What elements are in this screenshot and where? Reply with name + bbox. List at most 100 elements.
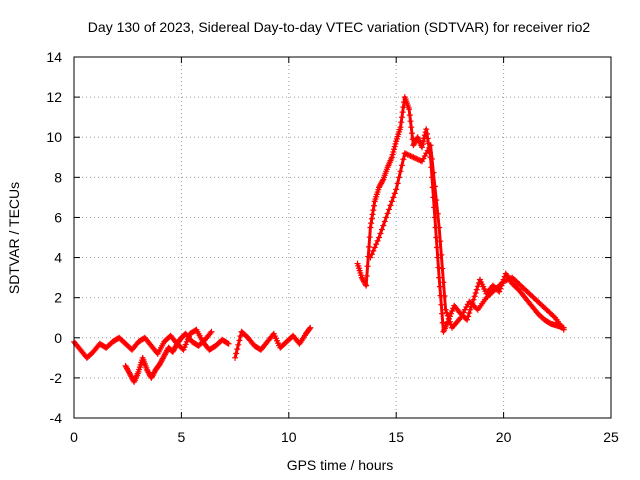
data-point xyxy=(235,341,242,348)
data-point xyxy=(234,346,241,353)
data-point xyxy=(224,340,231,347)
data-point xyxy=(436,224,443,231)
chart-title: Day 130 of 2023, Sidereal Day-to-day VTE… xyxy=(88,19,591,35)
data-point xyxy=(423,126,430,133)
x-tick-label: 25 xyxy=(603,429,619,445)
data-point xyxy=(439,310,446,317)
data-point xyxy=(398,162,405,169)
data-point xyxy=(430,169,437,176)
data-point xyxy=(365,243,372,250)
x-tick-label: 0 xyxy=(70,429,78,445)
y-tick-label: 12 xyxy=(46,89,62,105)
data-point xyxy=(208,328,215,335)
data-point xyxy=(182,341,189,348)
plot-frame xyxy=(73,56,612,419)
data-point xyxy=(445,315,452,322)
data-point xyxy=(370,247,377,254)
data-point xyxy=(371,202,378,209)
y-axis-label: SDTVAR / TECUs xyxy=(6,182,22,294)
data-point xyxy=(374,237,381,244)
data-point xyxy=(470,296,477,303)
y-tick-label: 4 xyxy=(54,250,62,266)
data-point xyxy=(180,346,187,353)
data-point xyxy=(449,308,456,315)
data-point xyxy=(433,197,440,204)
data-point xyxy=(389,151,396,158)
data-points xyxy=(71,94,567,385)
data-point xyxy=(467,306,474,313)
data-point xyxy=(397,168,404,175)
data-point xyxy=(407,118,414,125)
data-point xyxy=(207,330,214,337)
data-point xyxy=(307,324,314,331)
data-point xyxy=(378,226,385,233)
data-point xyxy=(362,281,369,288)
data-point xyxy=(390,194,397,201)
y-axis-ticks: -4 -2 0 2 4 6 8 10 12 14 xyxy=(46,49,611,426)
data-point xyxy=(434,254,441,261)
data-point xyxy=(427,142,434,149)
data-point xyxy=(373,241,380,248)
data-point xyxy=(433,234,440,241)
data-point xyxy=(474,283,481,290)
data-point xyxy=(439,319,446,326)
data-point xyxy=(237,333,244,340)
data-point xyxy=(368,251,375,258)
data-point xyxy=(368,215,375,222)
data-point xyxy=(423,130,430,137)
data-point xyxy=(429,155,435,162)
data-point xyxy=(364,263,371,270)
data-point xyxy=(472,289,479,296)
data-point xyxy=(473,286,480,293)
data-point xyxy=(436,274,443,281)
data-point xyxy=(466,310,473,317)
y-tick-label: 6 xyxy=(54,209,62,225)
data-point xyxy=(380,222,387,229)
data-point xyxy=(434,210,441,217)
data-point xyxy=(464,316,471,323)
data-point xyxy=(398,119,405,126)
grid-lines xyxy=(74,57,611,418)
data-point xyxy=(377,230,384,237)
data-point xyxy=(419,141,426,148)
data-point xyxy=(398,114,405,121)
data-point xyxy=(233,350,240,357)
data-point xyxy=(471,293,478,300)
data-point xyxy=(443,309,450,316)
data-point xyxy=(379,177,386,184)
data-point xyxy=(386,206,393,213)
data-point xyxy=(396,174,403,181)
data-point xyxy=(371,244,378,251)
y-tick-label: 0 xyxy=(54,330,62,346)
x-tick-label: 5 xyxy=(178,429,186,445)
data-point xyxy=(440,279,447,286)
x-tick-label: 15 xyxy=(388,429,404,445)
data-point xyxy=(438,301,445,308)
data-point xyxy=(560,326,567,333)
data-point xyxy=(392,140,399,147)
data-point xyxy=(306,325,313,332)
data-point xyxy=(400,104,407,111)
data-point xyxy=(391,146,398,153)
y-tick-label: 2 xyxy=(54,290,62,306)
data-point xyxy=(437,238,444,245)
data-point xyxy=(225,340,232,347)
data-point xyxy=(420,138,427,145)
data-point xyxy=(435,264,442,271)
data-point xyxy=(387,202,394,209)
data-point xyxy=(383,214,390,221)
data-point xyxy=(406,112,413,119)
y-tick-label: -4 xyxy=(50,410,63,426)
data-point xyxy=(439,265,446,272)
y-tick-label: 14 xyxy=(46,49,62,65)
data-point xyxy=(438,251,445,258)
data-point xyxy=(388,154,395,161)
y-tick-label: 8 xyxy=(54,169,62,185)
data-point xyxy=(465,313,472,320)
data-point xyxy=(399,109,406,116)
data-point xyxy=(376,234,383,241)
data-point xyxy=(446,318,453,325)
data-point xyxy=(183,338,190,345)
x-tick-label: 20 xyxy=(496,429,512,445)
data-point xyxy=(367,224,374,231)
